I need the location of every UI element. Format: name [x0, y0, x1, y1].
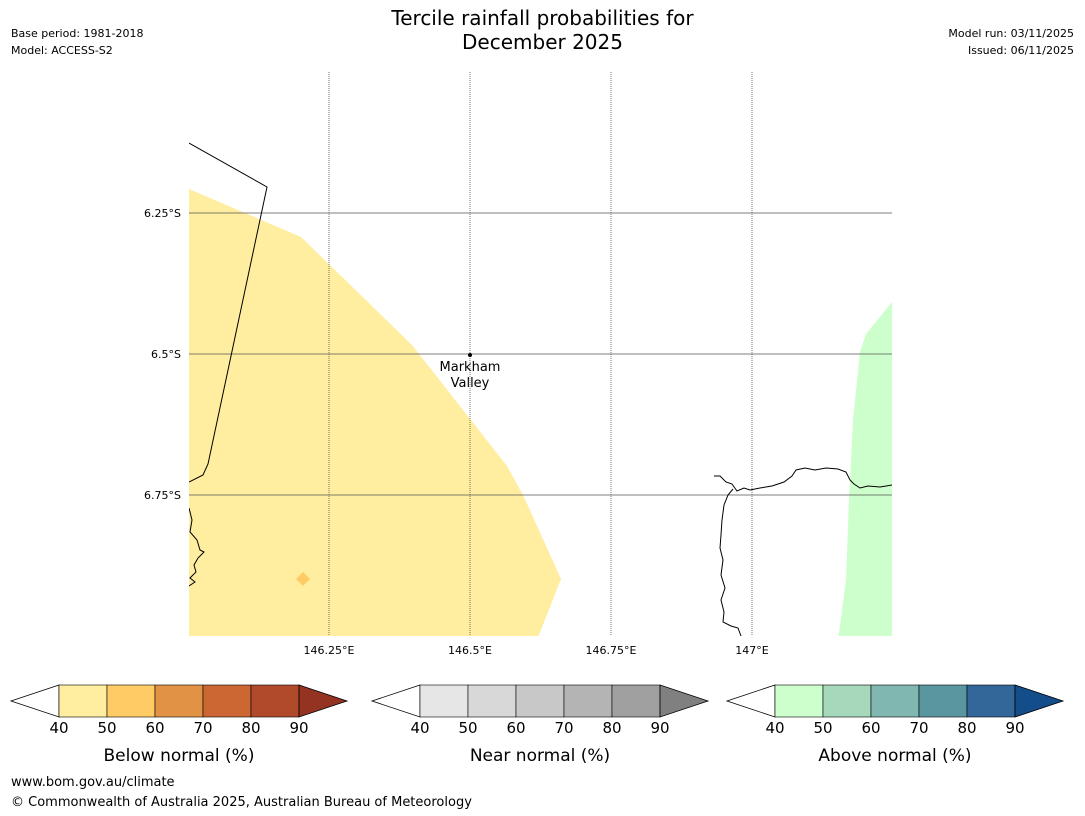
legend-segment: [966, 684, 1016, 718]
legend-segment: [106, 684, 156, 718]
legend-tick-label: 60: [145, 719, 164, 737]
legend-segment: [467, 684, 517, 718]
legend-upper-extension: [1014, 684, 1065, 718]
legend-tick-label: 90: [289, 719, 308, 737]
graticule: [189, 72, 892, 636]
legend-panel: 40 50 60 70 80 90 Below normal (%) 40 50 60 70 80 9…: [9, 684, 1065, 766]
legend-tick-label: 80: [957, 719, 976, 737]
legend-segment: [515, 684, 565, 718]
legend-tick-label: 90: [1005, 719, 1024, 737]
legend-tick-label: 80: [241, 719, 260, 737]
legend-lower-extension: [725, 684, 776, 718]
legend-segment: [202, 684, 252, 718]
legend-segment: [918, 684, 968, 718]
lon-label: 146.5°E: [448, 644, 492, 657]
footer-url: www.bom.gov.au/climate: [11, 775, 175, 790]
map-area: Markham Valley: [189, 72, 892, 636]
legend-lower-extension: [370, 684, 421, 718]
legend-segment: [419, 684, 469, 718]
above-normal-40-50-region: [838, 302, 892, 636]
legend-tick-label: 50: [458, 719, 477, 737]
lon-label: 146.25°E: [304, 644, 355, 657]
legend-segment: [870, 684, 920, 718]
legend-lower-extension: [9, 684, 60, 718]
legend-near-normal: 40 50 60 70 80 90 Near normal (%): [370, 684, 710, 766]
legend-tick-label: 70: [554, 719, 573, 737]
lat-labels: 6.25°S 6.5°S 6.75°S: [144, 207, 181, 502]
legend-title: Above normal (%): [818, 746, 971, 766]
map-panel: Markham Valley 6.25°S 6.5°S 6.75°S 146.2…: [144, 72, 892, 657]
base-period: Base period: 1981-2018: [11, 27, 144, 40]
legend-segment: [611, 684, 661, 718]
legend-tick-label: 80: [602, 719, 621, 737]
river-outline-east: [719, 488, 742, 636]
legend-tick-label: 50: [97, 719, 116, 737]
legend-tick-label: 60: [861, 719, 880, 737]
legend-segment: [774, 684, 824, 718]
meta-left: Base period: 1981-2018 Model: ACCESS-S2: [11, 25, 143, 59]
legend-above-normal: 40 50 60 70 80 90 Above normal (%): [725, 684, 1065, 766]
below-normal-50-60-spot: [296, 572, 310, 586]
legend-tick-label: 70: [193, 719, 212, 737]
title-line-2: December 2025: [462, 30, 623, 54]
legend-segment: [563, 684, 613, 718]
model-run: Model run: 03/11/2025: [948, 27, 1074, 40]
legend-title: Below normal (%): [104, 746, 255, 766]
legend-upper-extension: [659, 684, 710, 718]
legend-tick-label: 60: [506, 719, 525, 737]
legend-tick-label: 40: [410, 719, 429, 737]
model-name: Model: ACCESS-S2: [11, 44, 113, 57]
legend-upper-extension: [298, 684, 349, 718]
title-line-1: Tercile rainfall probabilities for: [391, 6, 694, 30]
coastline-east: [714, 467, 892, 492]
river-outline-west: [189, 507, 205, 587]
legend-segment: [250, 684, 300, 718]
lat-label: 6.5°S: [151, 348, 181, 361]
place-label-line-1: Markham: [440, 360, 501, 375]
markham-valley-marker: [468, 353, 472, 357]
legend-tick-label: 40: [765, 719, 784, 737]
meta-right: Model run: 03/11/2025 Issued: 06/11/2025: [948, 25, 1074, 59]
legend-segment: [58, 684, 108, 718]
lon-label: 147°E: [735, 644, 768, 657]
place-label-line-2: Valley: [451, 376, 490, 391]
chart-title: Tercile rainfall probabilities for Decem…: [0, 6, 1085, 54]
legend-tick-label: 90: [650, 719, 669, 737]
legend-tick-label: 40: [49, 719, 68, 737]
legend-below-normal: 40 50 60 70 80 90 Below normal (%): [9, 684, 349, 766]
issued-date: Issued: 06/11/2025: [967, 44, 1074, 57]
footer-copyright: © Commonwealth of Australia 2025, Austra…: [11, 795, 472, 810]
lat-label: 6.75°S: [144, 489, 181, 502]
below-normal-40-50-region: [189, 189, 561, 636]
legend-title: Near normal (%): [470, 746, 610, 766]
lon-labels: 146.25°E 146.5°E 146.75°E 147°E: [304, 644, 769, 657]
legend-segment: [154, 684, 204, 718]
lat-label: 6.25°S: [144, 207, 181, 220]
district-boundary: [189, 142, 268, 483]
legend-segment: [822, 684, 872, 718]
lon-label: 146.75°E: [586, 644, 637, 657]
legend-tick-label: 70: [909, 719, 928, 737]
legend-tick-label: 50: [813, 719, 832, 737]
